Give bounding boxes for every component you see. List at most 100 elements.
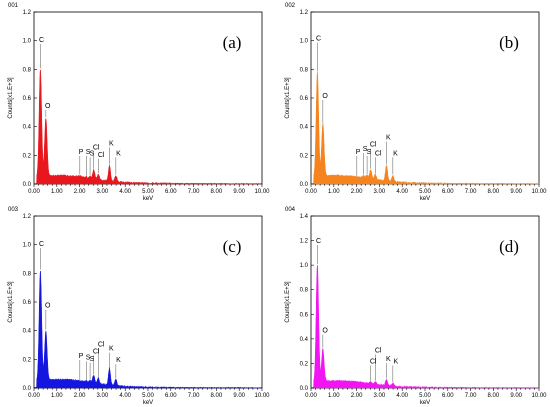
x-tick-label: 0.00 [305, 393, 317, 399]
x-tick-label: 0.00 [305, 189, 317, 195]
y-tick-label: 0.4 [300, 337, 309, 343]
peak-label: O [322, 93, 328, 100]
spectrum-chart: 001 0.0 0.2 0.4 0.6 0.8 1.0 1.2 0.00 1.00 2.00 3.00… [8, 3, 270, 202]
peak-label: K [116, 150, 121, 157]
panel-label: (b) [499, 33, 519, 52]
peak-label: K [109, 140, 114, 147]
peak-label: Cl [98, 341, 105, 348]
peak-label: O [45, 103, 51, 110]
peak-label: C [316, 36, 321, 43]
spectrum-series [311, 71, 540, 185]
x-axis-title: keV [420, 196, 430, 202]
y-tick-label: 1.2 [300, 239, 309, 245]
x-tick-label: 5.00 [142, 393, 154, 399]
panel-b: 002 0.0 0.2 0.4 0.6 0.8 1.0 1.2 0.00 1.00 2.00 3.00… [277, 0, 547, 203]
y-tick-label: 0.4 [23, 125, 32, 131]
y-tick-label: 0.6 [300, 96, 309, 102]
x-tick-label: 2.00 [351, 393, 363, 399]
sample-id: 002 [285, 3, 296, 9]
y-axis-title: Counts[x1.E+3] [8, 281, 14, 323]
sample-id: 003 [8, 207, 19, 213]
y-tick-label: 0.0 [23, 386, 32, 392]
y-tick-label: 0.0 [300, 182, 309, 188]
x-axis-title: keV [420, 400, 430, 406]
y-tick-label: 0.4 [23, 329, 32, 335]
x-tick-label: 8.00 [488, 189, 500, 195]
x-tick-label: 5.00 [419, 393, 431, 399]
peak-label: O [322, 328, 328, 335]
x-axis-title: keV [143, 400, 153, 406]
y-tick-label: 0.8 [23, 67, 32, 73]
peak-label: Cl [370, 142, 377, 149]
panel-label: (a) [223, 33, 242, 52]
spectrum-series [34, 270, 263, 389]
x-tick-label: 2.00 [351, 189, 363, 195]
x-tick-label: 9.00 [233, 393, 245, 399]
peak-label: Cl [375, 347, 382, 354]
y-tick-label: 1.2 [23, 214, 32, 220]
peak-label: Cl [370, 358, 377, 365]
panel-label: (c) [223, 237, 242, 256]
peak-label: C [39, 37, 44, 44]
x-axis-title: keV [143, 196, 153, 202]
x-tick-label: 10.00 [531, 189, 547, 195]
x-tick-label: 6.00 [165, 189, 177, 195]
peak-label: K [116, 357, 121, 364]
peak-label: K [393, 150, 398, 157]
y-tick-label: 0.4 [300, 125, 309, 131]
x-tick-label: 2.00 [74, 393, 86, 399]
y-tick-label: 0.6 [23, 300, 32, 306]
y-tick-label: 0.2 [23, 357, 32, 363]
y-tick-label: 1.0 [300, 39, 309, 45]
peak-label: S [367, 149, 372, 156]
peak-label: K [386, 135, 391, 142]
peak-label: P [356, 149, 361, 156]
x-tick-label: 9.00 [510, 189, 522, 195]
x-tick-label: 3.00 [97, 189, 109, 195]
y-tick-label: 1.0 [23, 243, 32, 249]
x-tick-label: 3.00 [374, 393, 386, 399]
x-tick-label: 5.00 [419, 189, 431, 195]
x-tick-label: 6.00 [442, 189, 454, 195]
peak-label: S [90, 356, 95, 363]
x-tick-label: 9.00 [233, 189, 245, 195]
x-tick-label: 4.00 [119, 393, 131, 399]
x-tick-label: 7.00 [465, 393, 477, 399]
y-axis-title: Counts[x1.E+3] [285, 77, 291, 119]
y-tick-label: 0.8 [300, 67, 309, 73]
x-tick-label: 4.00 [396, 393, 408, 399]
peak-label: K [109, 346, 114, 353]
panel-label: (d) [499, 237, 519, 256]
peak-label: Cl [93, 145, 100, 152]
x-tick-label: 10.00 [531, 393, 547, 399]
y-tick-label: 0.2 [300, 153, 309, 159]
x-tick-label: 10.00 [254, 393, 270, 399]
y-tick-label: 0.8 [23, 271, 32, 277]
x-tick-label: 7.00 [188, 393, 200, 399]
spectrum-series [33, 69, 263, 185]
y-tick-label: 0.2 [300, 361, 309, 367]
y-tick-label: 0.0 [23, 182, 32, 188]
peak-label: C [39, 241, 44, 248]
sample-id: 001 [8, 3, 19, 9]
x-tick-label: 1.00 [51, 393, 63, 399]
y-tick-label: 0.2 [23, 153, 32, 159]
peak-label: O [45, 303, 51, 310]
x-tick-label: 9.00 [510, 393, 522, 399]
y-axis-title: Counts[x1.E+3] [8, 77, 14, 119]
y-tick-label: 1.2 [23, 10, 32, 16]
y-tick-label: 0.6 [300, 312, 309, 318]
x-tick-label: 8.00 [488, 393, 500, 399]
panel-d: 004 0.0 0.2 0.4 0.6 0.8 1.0 1.2 1.4 0.00 1.00 2.00 3… [277, 204, 547, 407]
x-tick-label: 7.00 [465, 189, 477, 195]
y-tick-label: 0.8 [300, 288, 309, 294]
y-tick-label: 0.0 [300, 386, 309, 392]
x-tick-label: 3.00 [97, 393, 109, 399]
x-tick-label: 4.00 [396, 189, 408, 195]
x-tick-label: 1.00 [328, 189, 340, 195]
x-tick-label: 6.00 [165, 393, 177, 399]
spectrum-series [310, 265, 540, 389]
peak-label: S [86, 149, 91, 156]
x-tick-label: 1.00 [328, 393, 340, 399]
